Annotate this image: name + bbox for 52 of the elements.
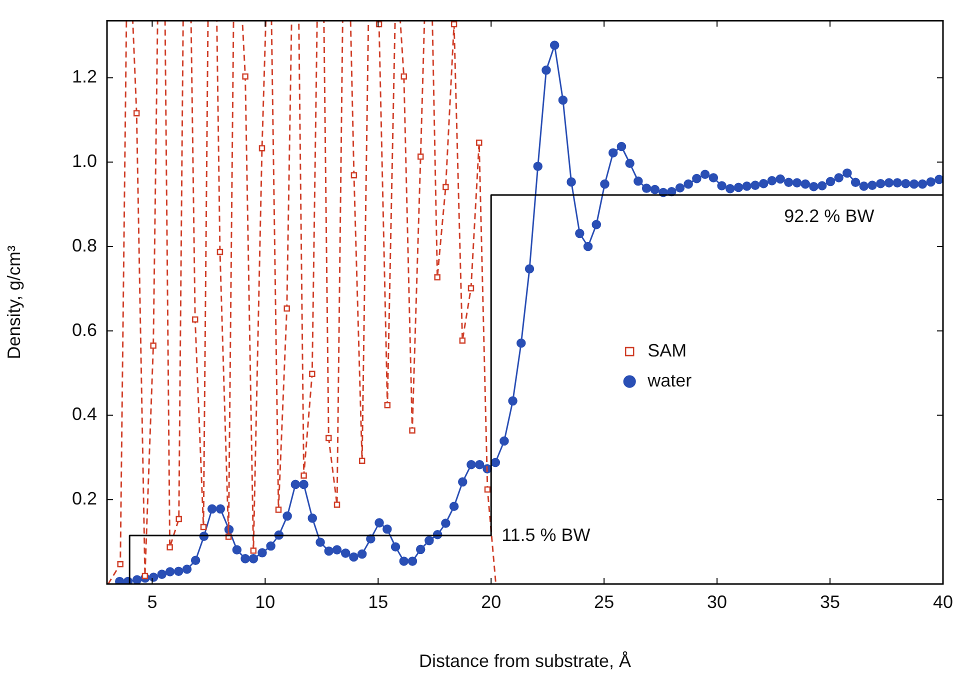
point bbox=[476, 140, 482, 146]
x-axis-title: Distance from substrate, Å bbox=[418, 651, 632, 672]
point bbox=[417, 154, 424, 160]
point bbox=[334, 502, 340, 508]
point bbox=[459, 337, 466, 344]
y-tick-label: 1.0 bbox=[72, 151, 97, 172]
x-tick-label: 25 bbox=[594, 592, 614, 612]
y-tick-label: 1.2 bbox=[72, 66, 97, 87]
y-tick-label: 0.2 bbox=[72, 488, 97, 509]
point bbox=[450, 21, 458, 28]
point bbox=[484, 486, 491, 493]
point bbox=[192, 316, 198, 323]
x-tick-label: 30 bbox=[707, 592, 728, 612]
point bbox=[468, 285, 474, 292]
point bbox=[400, 73, 408, 80]
point bbox=[150, 342, 156, 349]
point bbox=[176, 516, 182, 522]
point bbox=[275, 506, 282, 513]
annotation: 11.5 % BW bbox=[502, 525, 590, 546]
point bbox=[166, 544, 173, 550]
point bbox=[216, 248, 224, 256]
point bbox=[250, 548, 257, 554]
x-tick-label: 15 bbox=[368, 592, 388, 612]
line-series bbox=[107, 20, 497, 584]
point bbox=[133, 110, 140, 116]
point bbox=[242, 73, 248, 80]
point bbox=[409, 427, 416, 434]
point bbox=[358, 458, 366, 464]
y-tick-label: 0.8 bbox=[72, 235, 97, 256]
point bbox=[434, 274, 440, 280]
point bbox=[326, 434, 332, 442]
point bbox=[300, 472, 307, 479]
point bbox=[117, 561, 124, 568]
legend-label: SAM bbox=[648, 340, 687, 361]
point bbox=[350, 172, 358, 178]
x-tick-label: 5 bbox=[147, 592, 158, 612]
point bbox=[384, 402, 391, 408]
point bbox=[200, 524, 207, 530]
legend-label: water bbox=[646, 370, 692, 391]
y-axis-title: Density, g/cm³ bbox=[4, 246, 24, 360]
y-tick-label: 0.6 bbox=[72, 320, 97, 340]
point bbox=[258, 145, 266, 152]
point bbox=[284, 305, 290, 312]
point bbox=[142, 572, 148, 580]
x-tick-label: 40 bbox=[932, 592, 954, 612]
x-tick-label: 10 bbox=[255, 592, 276, 612]
y-tick-label: 0.4 bbox=[72, 404, 97, 424]
x-tick-label: 35 bbox=[820, 592, 840, 612]
point bbox=[309, 370, 316, 378]
point bbox=[442, 184, 449, 190]
annotation: 92.2 % BW bbox=[784, 206, 874, 226]
x-tick-label: 20 bbox=[481, 592, 502, 612]
